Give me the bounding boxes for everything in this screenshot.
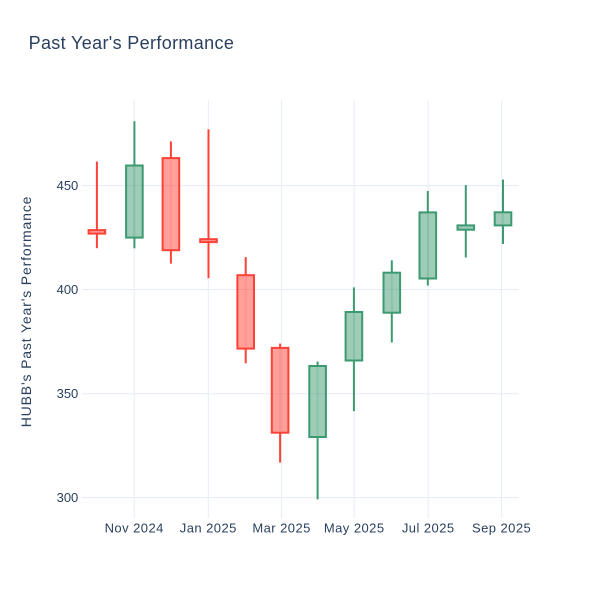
svg-text:300: 300 [57, 490, 79, 505]
svg-text:Mar 2025: Mar 2025 [252, 521, 311, 536]
svg-text:400: 400 [57, 282, 79, 297]
svg-text:450: 450 [57, 178, 79, 193]
svg-text:Jul 2025: Jul 2025 [402, 521, 455, 536]
svg-text:Sep 2025: Sep 2025 [472, 521, 531, 536]
svg-text:May 2025: May 2025 [324, 521, 385, 536]
svg-text:Past Year's Performance: Past Year's Performance [29, 33, 235, 53]
svg-text:Nov 2024: Nov 2024 [105, 521, 164, 536]
svg-text:Jan 2025: Jan 2025 [180, 521, 237, 536]
svg-text:350: 350 [57, 386, 79, 401]
svg-text:HUBB's Past Year's Performance: HUBB's Past Year's Performance [18, 196, 34, 428]
